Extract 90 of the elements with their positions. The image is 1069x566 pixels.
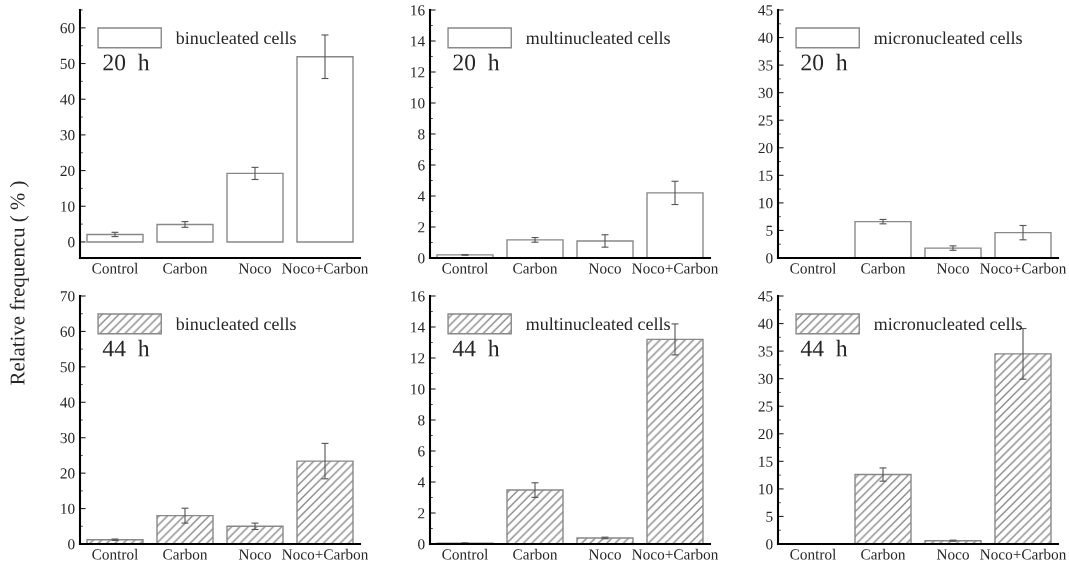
- y-tick-label: 25: [758, 115, 773, 126]
- x-tick-label: Control: [92, 548, 139, 560]
- y-tick-label: 20: [758, 428, 773, 440]
- x-tick-label: Noco+Carbon: [632, 548, 719, 560]
- x-tick-label: Noco+Carbon: [282, 262, 369, 274]
- y-tick-label: 2: [418, 222, 425, 233]
- y-tick-label: 45: [758, 291, 773, 302]
- y-tick-label: 5: [766, 511, 773, 522]
- y-tick-label: 14: [411, 36, 425, 47]
- y-tick-label: 16: [411, 5, 425, 16]
- y-tick-label: 10: [61, 201, 75, 212]
- y-tick-label: 20: [60, 165, 75, 177]
- annotation: 20 h: [801, 53, 848, 71]
- y-tick-label: 35: [758, 60, 773, 71]
- y-tick-label: 4: [417, 191, 425, 202]
- x-tick-label: Noco: [588, 263, 621, 274]
- x-tick-label: Noco: [238, 549, 271, 560]
- x-tick-label: Noco+Carbon: [980, 262, 1067, 274]
- x-tick-label: Carbon: [861, 548, 906, 560]
- y-axis-title: Relative frequencu ( % ): [9, 181, 29, 385]
- x-tick-label: Carbon: [513, 548, 558, 560]
- y-tick-label: 30: [60, 130, 75, 141]
- y-tick-label: 10: [411, 384, 425, 395]
- y-tick-label: 35: [758, 346, 773, 357]
- y-tick-label: 30: [60, 432, 75, 444]
- y-tick-label: 25: [758, 401, 773, 412]
- annotation: 44 h: [452, 339, 500, 357]
- x-tick-label: Noco: [588, 549, 621, 560]
- y-tick-label: 14: [411, 322, 425, 333]
- x-tick-label: Noco+Carbon: [980, 548, 1067, 560]
- y-tick-label: 10: [411, 98, 425, 109]
- legend-label: binucleated cells: [175, 31, 296, 45]
- y-tick-label: 0: [418, 539, 425, 550]
- y-tick-label: 8: [418, 129, 425, 140]
- x-tick-label: Noco: [936, 263, 969, 274]
- x-tick-label: Noco: [936, 549, 969, 560]
- x-tick-label: Control: [790, 262, 837, 274]
- y-tick-label: 40: [758, 318, 773, 330]
- x-tick-label: Control: [442, 262, 489, 274]
- y-tick-label: 12: [411, 67, 425, 78]
- y-tick-label: 0: [766, 253, 773, 264]
- y-tick-label: 0: [68, 539, 75, 550]
- x-tick-label: Carbon: [163, 262, 208, 274]
- annotation: 44 h: [800, 339, 848, 357]
- legend-label: multinucleated cells: [526, 31, 670, 45]
- annotation: 44 h: [102, 339, 150, 357]
- y-tick-label: 70: [60, 291, 75, 302]
- x-tick-label: Noco+Carbon: [282, 548, 369, 560]
- y-tick-label: 16: [411, 291, 425, 302]
- y-tick-label: 0: [766, 539, 773, 550]
- y-tick-label: 2: [418, 508, 425, 519]
- legend-label: micronucleated cells: [874, 317, 1022, 331]
- y-tick-label: 15: [759, 170, 773, 181]
- y-tick-label: 8: [418, 415, 425, 426]
- y-tick-label: 40: [60, 94, 75, 105]
- y-tick-label: 60: [60, 326, 75, 337]
- legend-label: binucleated cells: [175, 317, 296, 331]
- y-tick-label: 12: [411, 353, 425, 364]
- y-tick-label: 20: [758, 142, 773, 154]
- x-tick-label: Control: [92, 262, 139, 274]
- y-tick-label: 10: [61, 503, 75, 515]
- x-tick-label: Carbon: [513, 262, 558, 274]
- y-tick-label: 15: [759, 456, 773, 467]
- x-tick-label: Control: [790, 548, 837, 560]
- x-tick-label: Control: [442, 548, 489, 560]
- y-tick-label: 50: [60, 58, 75, 69]
- x-tick-label: Carbon: [861, 262, 906, 274]
- y-tick-label: 4: [417, 477, 425, 488]
- legend-label: multinucleated cells: [526, 317, 670, 331]
- y-tick-label: 0: [68, 237, 75, 248]
- legend-label: micronucleated cells: [874, 31, 1022, 45]
- y-tick-label: 10: [759, 198, 773, 209]
- x-tick-label: Carbon: [163, 548, 208, 560]
- x-tick-label: Noco+Carbon: [632, 262, 719, 274]
- y-tick-label: 60: [60, 22, 75, 34]
- x-tick-label: Noco: [238, 263, 271, 274]
- y-tick-label: 45: [758, 5, 773, 16]
- y-tick-label: 0: [418, 253, 425, 264]
- y-tick-label: 30: [758, 373, 773, 385]
- y-tick-label: 20: [60, 468, 75, 479]
- y-tick-label: 10: [759, 484, 773, 495]
- y-tick-label: 50: [60, 362, 75, 373]
- y-tick-label: 6: [418, 160, 425, 171]
- y-tick-label: 30: [758, 87, 773, 99]
- y-tick-label: 5: [766, 225, 773, 236]
- annotation: 20 h: [453, 53, 500, 71]
- y-tick-label: 40: [60, 397, 75, 408]
- y-tick-label: 6: [418, 446, 425, 457]
- y-tick-label: 40: [758, 32, 773, 44]
- annotation: 20 h: [103, 53, 150, 71]
